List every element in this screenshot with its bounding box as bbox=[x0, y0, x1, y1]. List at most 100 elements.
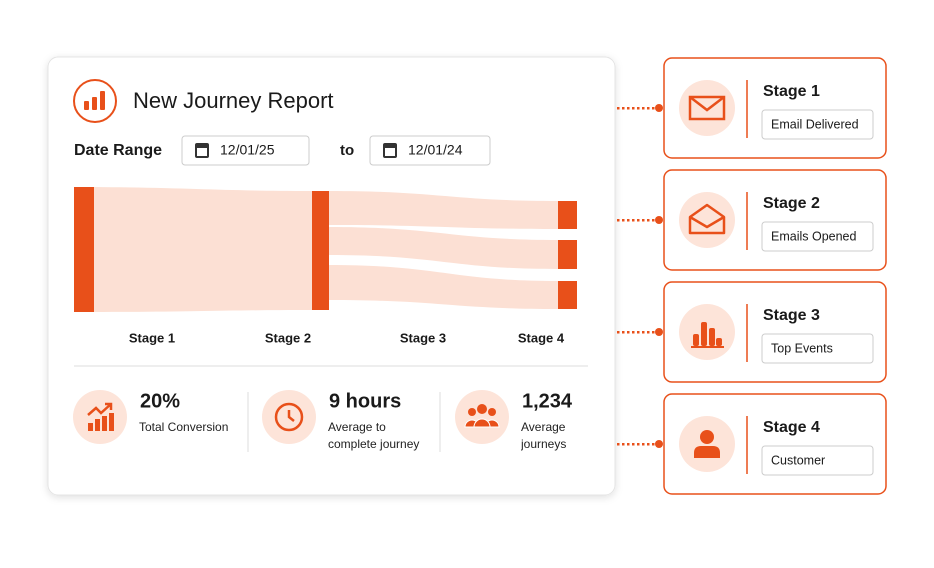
stat-icon bbox=[87, 402, 113, 416]
flow-node bbox=[312, 191, 329, 310]
stat-icon bbox=[88, 423, 93, 431]
flow-stage-label: Stage 4 bbox=[518, 330, 565, 345]
connector-dot bbox=[632, 219, 635, 222]
connector-dot bbox=[627, 331, 630, 334]
connector-dot bbox=[652, 219, 655, 222]
connector-dot bbox=[617, 107, 620, 110]
connector-end bbox=[655, 216, 663, 224]
connector-dot bbox=[647, 219, 650, 222]
stage-label: Emails Opened bbox=[771, 229, 857, 243]
stat-value: 1,234 bbox=[522, 390, 573, 412]
connector-dot bbox=[632, 107, 635, 110]
connector-dot bbox=[627, 107, 630, 110]
card-icon bbox=[694, 446, 720, 458]
date-range-label: Date Range bbox=[74, 142, 162, 159]
connector-dot bbox=[632, 443, 635, 446]
stage-label: Top Events bbox=[771, 341, 833, 355]
flow-node bbox=[74, 187, 94, 312]
connector-dot bbox=[617, 443, 620, 446]
connector-dot bbox=[637, 107, 640, 110]
connector-dot bbox=[652, 107, 655, 110]
stat-icon bbox=[473, 418, 491, 428]
flow-node bbox=[558, 281, 577, 309]
stage-icon-bg bbox=[679, 80, 735, 136]
connector-dot bbox=[627, 219, 630, 222]
connector-dot bbox=[622, 331, 625, 334]
stage-label-box bbox=[761, 445, 874, 476]
stat-label: Average journeys bbox=[521, 420, 567, 451]
stat-icon bbox=[468, 408, 476, 416]
card-icon bbox=[709, 328, 715, 346]
card-icon bbox=[688, 203, 726, 235]
stage-label: Customer bbox=[771, 453, 825, 467]
connector-dot bbox=[622, 219, 625, 222]
journey-flow bbox=[74, 187, 577, 312]
stat-value: 9 hours bbox=[329, 390, 401, 412]
connector-dot bbox=[647, 331, 650, 334]
flow-stage-label: Stage 1 bbox=[129, 330, 175, 345]
connector-dot bbox=[622, 107, 625, 110]
stage-title: Stage 1 bbox=[763, 83, 820, 100]
connector-dot bbox=[637, 219, 640, 222]
card-icon bbox=[700, 430, 714, 444]
end-date-input[interactable] bbox=[369, 135, 491, 166]
card-icon bbox=[716, 338, 722, 346]
stat-icon bbox=[287, 410, 295, 422]
stat-label-text: Average to complete journey bbox=[328, 420, 420, 451]
card-icon bbox=[689, 96, 725, 112]
start-date-input[interactable] bbox=[181, 135, 310, 166]
flow-node bbox=[558, 201, 577, 229]
connector-dot bbox=[642, 331, 645, 334]
stage-label-box bbox=[761, 333, 874, 364]
flow-band bbox=[329, 265, 558, 309]
start-date: 12/01/25 bbox=[220, 142, 275, 158]
stat-icon bbox=[274, 402, 304, 432]
flow-band bbox=[329, 227, 558, 269]
connector-dot bbox=[642, 219, 645, 222]
stage-label: Email Delivered bbox=[771, 117, 859, 131]
stage-icon-bg bbox=[679, 192, 735, 248]
stat-label-text: Total Conversion bbox=[139, 420, 229, 434]
stat-icon-bg bbox=[73, 390, 127, 444]
flow-band bbox=[94, 187, 312, 312]
stat-value: 20% bbox=[140, 390, 180, 412]
connector-dot bbox=[642, 443, 645, 446]
stat-icon bbox=[488, 408, 496, 416]
card-icon bbox=[693, 334, 699, 346]
stat-icon bbox=[95, 419, 100, 431]
connector-dot bbox=[622, 443, 625, 446]
stage-label-box bbox=[761, 221, 874, 252]
stat-icon bbox=[477, 404, 487, 414]
connector-dot bbox=[652, 331, 655, 334]
stat-label: Average to complete journey bbox=[328, 420, 420, 451]
flow-node bbox=[558, 240, 577, 269]
stat-icon bbox=[109, 413, 114, 431]
stage-title: Stage 3 bbox=[763, 307, 820, 324]
date-separator: to bbox=[340, 142, 354, 159]
stat-icon-bg bbox=[455, 390, 509, 444]
stat-icon bbox=[102, 416, 107, 431]
report-icon-bars bbox=[84, 91, 105, 110]
flow-stage-label: Stage 3 bbox=[400, 330, 446, 345]
connector-dot bbox=[647, 443, 650, 446]
connector-dot bbox=[652, 443, 655, 446]
connector-dot bbox=[647, 107, 650, 110]
flow-stage-label: Stage 2 bbox=[265, 330, 311, 345]
connector-dot bbox=[617, 331, 620, 334]
connector-dot bbox=[637, 331, 640, 334]
stat-label-text: Average journeys bbox=[521, 420, 567, 451]
connector-dot bbox=[642, 107, 645, 110]
stage-label-box bbox=[761, 109, 874, 140]
connector-end bbox=[655, 328, 663, 336]
connector-dot bbox=[627, 443, 630, 446]
stage-title: Stage 2 bbox=[763, 195, 820, 212]
stage-title: Stage 4 bbox=[763, 419, 820, 436]
connector-dot bbox=[617, 219, 620, 222]
connector-dot bbox=[637, 443, 640, 446]
stat-label: Total Conversion bbox=[139, 420, 229, 434]
connector-end bbox=[655, 440, 663, 448]
report-title: New Journey Report bbox=[133, 88, 334, 113]
card-icon bbox=[701, 322, 707, 346]
